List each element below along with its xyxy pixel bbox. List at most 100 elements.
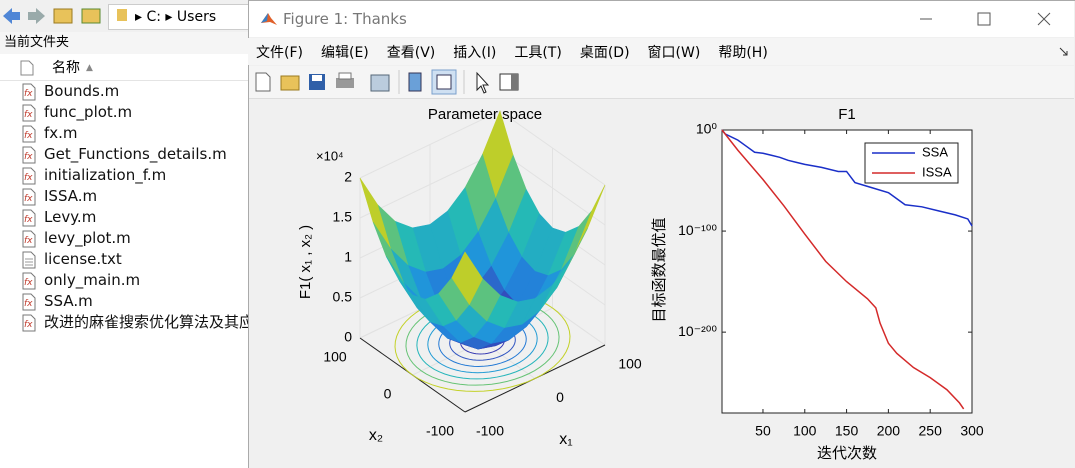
path-part[interactable]: C: bbox=[146, 9, 161, 25]
y-tick-label: -100 bbox=[426, 423, 454, 439]
file-row[interactable]: fx fx.m bbox=[20, 123, 78, 144]
file-name: levy_plot.m bbox=[44, 229, 131, 247]
nav-icons[interactable] bbox=[0, 0, 108, 32]
panel-title: 当前文件夹 bbox=[0, 32, 252, 54]
menu-item[interactable]: 帮助(H) bbox=[718, 44, 768, 61]
x-tick-label: 0 bbox=[556, 389, 564, 405]
title-bar: Figure 1: Thanks bbox=[249, 1, 1074, 37]
file-icon bbox=[22, 251, 36, 268]
path-part[interactable]: Users bbox=[176, 9, 217, 25]
file-row[interactable]: fx levy_plot.m bbox=[20, 228, 131, 249]
y-axis-label: x₂ bbox=[369, 427, 383, 444]
svg-text:fx: fx bbox=[24, 194, 33, 204]
folder-icon bbox=[117, 9, 127, 21]
column-name: 名称 bbox=[52, 60, 80, 76]
path-box[interactable]: ▸ C: ▸ Users bbox=[108, 4, 250, 30]
nav-bar: ▸ C: ▸ Users bbox=[0, 0, 250, 32]
chart-title: Parameter space bbox=[428, 106, 542, 123]
file-name: Get_Functions_details.m bbox=[44, 145, 227, 163]
file-row[interactable]: fx SSA.m bbox=[20, 291, 93, 312]
z-multiplier: ×10⁴ bbox=[316, 148, 344, 163]
x-tick-label: 100 bbox=[793, 423, 817, 439]
svg-text:fx: fx bbox=[24, 110, 33, 120]
file-name: license.txt bbox=[44, 250, 122, 268]
x-axis-label: 迭代次数 bbox=[817, 445, 877, 462]
z-tick-label: 1.5 bbox=[333, 209, 353, 225]
x-tick-label: 200 bbox=[877, 423, 901, 439]
menu-item[interactable]: 桌面(D) bbox=[579, 44, 630, 61]
svg-text:fx: fx bbox=[24, 152, 33, 162]
toolbar-icons[interactable] bbox=[249, 66, 529, 98]
y-tick-label: 10⁻²⁰⁰ bbox=[678, 323, 717, 339]
y-tick-label: 10⁻¹⁰⁰ bbox=[678, 222, 717, 238]
file-row[interactable]: license.txt bbox=[20, 249, 122, 270]
z-tick-label: 0 bbox=[344, 329, 352, 345]
x-tick-label: 250 bbox=[919, 423, 943, 439]
window-title: Figure 1: Thanks bbox=[283, 10, 407, 28]
file-icon: fx bbox=[22, 104, 36, 121]
file-icon: fx bbox=[22, 293, 36, 310]
file-icon: fx bbox=[22, 272, 36, 289]
window-controls[interactable] bbox=[909, 1, 1074, 37]
x-tick-label: 100 bbox=[618, 356, 642, 372]
legend bbox=[864, 142, 959, 184]
file-name: initialization_f.m bbox=[44, 166, 167, 184]
surface-patch bbox=[451, 251, 483, 305]
column-header[interactable]: 名称 ▲ bbox=[0, 56, 248, 81]
z-axis-label: F1( x₁ , x₂ ) bbox=[297, 225, 314, 299]
file-name: SSA.m bbox=[44, 292, 93, 310]
file-icon: fx bbox=[22, 188, 36, 205]
z-tick-label: 0.5 bbox=[333, 289, 353, 305]
file-name: fx.m bbox=[44, 124, 78, 142]
menu-item[interactable]: 插入(I) bbox=[453, 44, 497, 61]
svg-text:fx: fx bbox=[24, 173, 33, 183]
x-tick-label: 50 bbox=[755, 423, 771, 439]
file-row[interactable]: fx initialization_f.m bbox=[20, 165, 166, 186]
sort-arrow: ▲ bbox=[86, 63, 93, 73]
file-row[interactable]: fx func_plot.m bbox=[20, 102, 132, 123]
file-row[interactable]: fx ISSA.m bbox=[20, 186, 97, 207]
toolbar bbox=[249, 66, 1074, 99]
file-icon: fx bbox=[22, 125, 36, 142]
z-tick-label: 1 bbox=[344, 249, 352, 265]
file-name: ISSA.m bbox=[44, 187, 98, 205]
menu-item[interactable]: 窗口(W) bbox=[647, 44, 701, 61]
file-icon: fx bbox=[22, 146, 36, 163]
series-line bbox=[721, 129, 965, 410]
file-name: 改进的麻雀搜索优化算法及其应 bbox=[44, 313, 255, 331]
file-row[interactable]: fx only_main.m bbox=[20, 270, 140, 291]
menu-item[interactable]: 查看(V) bbox=[386, 44, 436, 61]
file-name: only_main.m bbox=[44, 271, 141, 289]
header-icon bbox=[20, 60, 34, 76]
series-line bbox=[721, 129, 973, 227]
svg-text:fx: fx bbox=[24, 131, 33, 141]
svg-text:fx: fx bbox=[24, 278, 33, 288]
file-icon: fx bbox=[22, 230, 36, 247]
menu-item[interactable]: 文件(F) bbox=[256, 44, 303, 61]
file-row[interactable]: fx Levy.m bbox=[20, 207, 96, 228]
legend-label: ISSA bbox=[922, 164, 952, 179]
y-tick-label: 100 bbox=[323, 349, 347, 365]
y-tick-label: 0 bbox=[384, 386, 392, 402]
file-row[interactable]: fx Get_Functions_details.m bbox=[20, 144, 227, 165]
svg-text:fx: fx bbox=[24, 89, 33, 99]
file-icon: fx bbox=[22, 83, 36, 100]
z-tick-label: 2 bbox=[344, 169, 352, 185]
svg-text:fx: fx bbox=[24, 320, 33, 330]
file-name: Levy.m bbox=[44, 208, 97, 226]
x-tick-label: 150 bbox=[835, 423, 859, 439]
menu-item[interactable]: 编辑(E) bbox=[320, 44, 369, 61]
menu-item[interactable]: 工具(T) bbox=[514, 44, 562, 61]
file-row[interactable]: fx Bounds.m bbox=[20, 81, 119, 102]
x-tick-label: 300 bbox=[960, 423, 984, 439]
svg-text:fx: fx bbox=[24, 299, 33, 309]
matlab-icon bbox=[261, 13, 277, 25]
dock-arrow[interactable] bbox=[1059, 47, 1068, 56]
file-name: Bounds.m bbox=[44, 82, 120, 100]
menu-bar: 文件(F) 编辑(E) 查看(V) 插入(I) 工具(T) 桌面(D) 窗口(W) 帮助(H) bbox=[248, 38, 1074, 65]
svg-text:fx: fx bbox=[24, 215, 33, 225]
chart-title: F1 bbox=[838, 106, 856, 123]
file-row[interactable]: fx 改进的麻雀搜索优化算法及其应 bbox=[20, 312, 254, 333]
